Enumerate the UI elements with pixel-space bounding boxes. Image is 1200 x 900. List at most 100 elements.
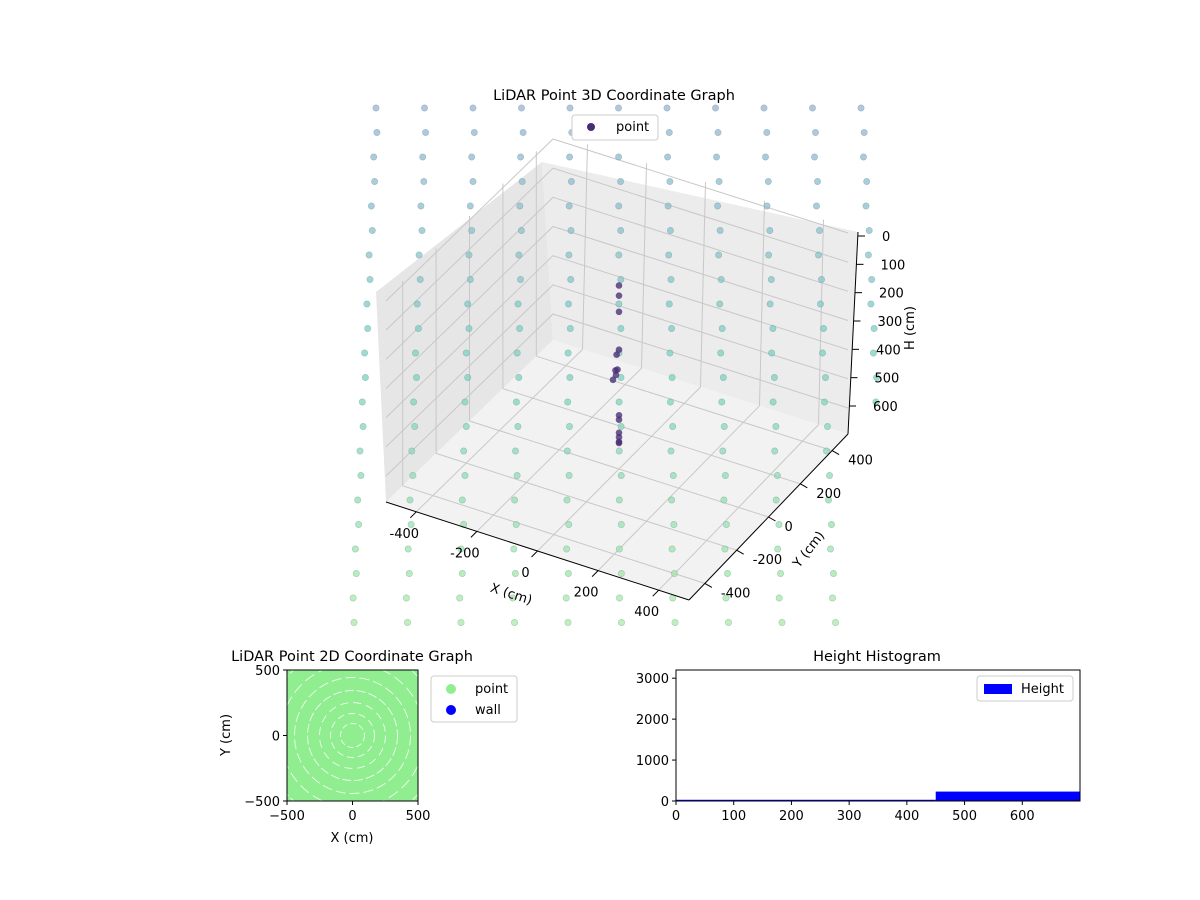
grid-floor-y-4 (536, 355, 833, 452)
z-tick-3d-6: 600 (873, 400, 898, 415)
background-dot-63 (458, 569, 466, 577)
background-dot-189 (772, 422, 780, 430)
background-dot-34 (410, 398, 418, 406)
background-dot-176 (760, 104, 768, 112)
background-dot-99 (566, 373, 574, 381)
background-dot-151 (670, 569, 678, 577)
background-dot-14 (356, 447, 364, 455)
background-scatter (349, 104, 881, 626)
background-dot-194 (774, 545, 782, 553)
point-3d-5 (615, 412, 623, 419)
background-dot-104 (563, 496, 571, 504)
x-tick-3d-mark-3 (591, 570, 599, 577)
background-dot-201 (813, 178, 821, 186)
background-dot-122 (615, 398, 623, 406)
grid-wall-h-6 (385, 313, 849, 477)
x-tick-hist-3: 300 (837, 809, 862, 824)
legend-3d-label: point (616, 120, 649, 135)
background-dot-53 (465, 324, 473, 332)
background-dot-170 (720, 496, 728, 504)
background-dot-93 (567, 227, 575, 235)
background-dot-153 (671, 618, 679, 626)
background-dot-98 (564, 349, 572, 357)
background-dot-142 (666, 349, 674, 357)
x-tick-hist-4: 400 (894, 809, 919, 824)
background-dot-224 (862, 202, 870, 210)
background-dot-177 (763, 129, 771, 137)
x-axis-label-3d: X (cm) (488, 581, 534, 609)
x-tick-3d-3: 200 (574, 586, 599, 601)
background-dot-92 (565, 202, 573, 210)
background-dot-101 (565, 422, 573, 430)
point-3d-12 (615, 308, 623, 316)
x-tick-3d-4: 400 (634, 605, 659, 620)
legend-3d: point (571, 114, 659, 141)
background-dot-178 (761, 153, 769, 161)
background-dot-158 (714, 202, 722, 210)
y-tick-3d-2: 0 (785, 520, 793, 535)
background-dot-73 (516, 275, 524, 283)
chart-3d: LiDAR Point 3D Coordinate Graph -400 -200… (349, 88, 918, 626)
background-dot-56 (461, 398, 469, 406)
background-dot-20 (349, 594, 357, 602)
background-dot-166 (718, 398, 726, 406)
point-3d-6 (609, 376, 617, 384)
point-rings-2d (287, 670, 418, 801)
background-dot-199 (811, 129, 819, 137)
histogram-title: Height Histogram (813, 649, 941, 665)
x-tick-3d-2: 0 (521, 566, 529, 581)
background-dot-0 (372, 104, 380, 112)
background-dot-131 (617, 618, 625, 626)
background-dot-149 (670, 520, 678, 528)
background-dot-30 (413, 300, 421, 308)
background-dot-139 (667, 275, 675, 283)
background-dot-192 (772, 496, 780, 504)
background-dot-66 (517, 104, 525, 112)
background-dot-141 (668, 324, 676, 332)
background-dot-68 (517, 153, 525, 161)
background-dot-86 (509, 594, 517, 602)
grid-3d (385, 138, 849, 591)
background-dot-80 (511, 447, 519, 455)
background-dot-78 (512, 398, 520, 406)
background-dot-219 (831, 618, 839, 626)
background-dot-163 (718, 324, 726, 332)
background-dot-110 (614, 104, 622, 112)
point-ring-2d-2 (319, 702, 386, 769)
background-dot-117 (617, 275, 625, 283)
legend-2d-point-label: point (475, 682, 508, 697)
background-dot-26 (417, 202, 425, 210)
x-tick-2d-1: 0 (348, 809, 356, 824)
background-dot-198 (808, 104, 816, 112)
background-dot-59 (461, 471, 469, 479)
point-ring-2d-3 (307, 690, 398, 781)
pane-floor (386, 340, 848, 600)
background-dot-154 (711, 104, 719, 112)
background-dot-116 (615, 251, 623, 259)
background-dot-126 (615, 496, 623, 504)
background-dot-181 (766, 227, 774, 235)
y-tick-3d-mark-1 (736, 549, 744, 555)
background-dot-185 (769, 324, 777, 332)
background-dot-81 (513, 471, 521, 479)
background-dot-13 (359, 422, 367, 430)
background-dot-32 (411, 349, 419, 357)
background-dot-109 (564, 618, 572, 626)
background-dot-168 (719, 447, 727, 455)
background-dot-137 (666, 227, 674, 235)
background-dot-113 (617, 178, 625, 186)
background-dot-175 (724, 618, 732, 626)
chart-3d-title: LiDAR Point 3D Coordinate Graph (493, 88, 735, 104)
x-tick-hist-1: 100 (721, 809, 746, 824)
background-dot-227 (868, 275, 876, 283)
background-dot-119 (617, 324, 625, 332)
background-dot-95 (567, 275, 575, 283)
background-dot-136 (664, 202, 672, 210)
background-dot-100 (564, 398, 572, 406)
background-dot-217 (829, 569, 837, 577)
legend-histogram-label: Height (1021, 682, 1064, 697)
background-dot-74 (514, 300, 522, 308)
background-dot-42 (402, 594, 410, 602)
background-dot-62 (457, 545, 465, 553)
